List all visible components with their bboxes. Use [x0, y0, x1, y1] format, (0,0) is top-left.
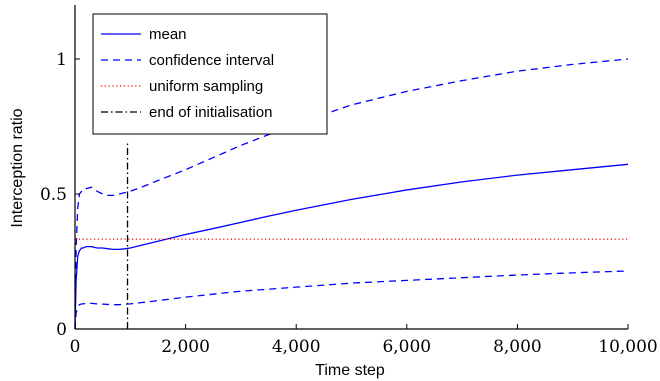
series-line-mean — [74, 163, 629, 330]
x-axis-title: Time step — [315, 362, 385, 379]
y-axis-title: Interception ratio — [9, 108, 26, 227]
legend-label: end of initialisation — [149, 104, 272, 121]
legend-label: confidence interval — [149, 52, 274, 69]
legend: mean confidence interval uniform sampling e… — [92, 13, 328, 135]
x-tick-label: 0 — [70, 337, 81, 357]
x-tick-label: 4,000 — [272, 337, 321, 357]
legend-label: uniform sampling — [149, 78, 263, 95]
ticks-layer: 0 2,000 4,000 6,000 8,000 10,000 0 0.5 1 — [40, 50, 658, 357]
legend-label: mean — [149, 26, 187, 43]
x-tick-label: 8,000 — [493, 337, 542, 357]
x-tick-label: 6,000 — [382, 337, 431, 357]
series-line-confidence-interval-lower — [74, 270, 629, 330]
x-tick-label: 2,000 — [161, 337, 210, 357]
series-line-confidence-interval — [74, 58, 629, 330]
series-layer — [74, 58, 629, 330]
x-tick-label: 10,000 — [598, 337, 657, 357]
y-tick-label: 0.5 — [40, 185, 67, 205]
y-tick-label: 1 — [56, 50, 67, 70]
y-tick-label: 0 — [56, 320, 67, 340]
